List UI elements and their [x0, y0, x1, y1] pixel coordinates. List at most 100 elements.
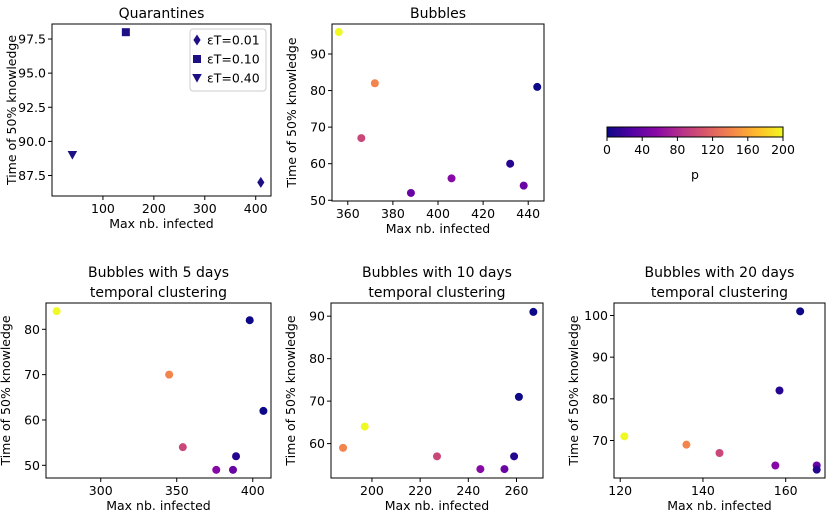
y-tick-label: 70	[310, 120, 326, 135]
chart-bubbles: 360 380 400 420 440 50 60 70 80 90 Max nb. infecte…	[284, 6, 545, 236]
data-point	[178, 443, 187, 452]
x-tick-label: 380	[381, 206, 405, 221]
x-tick-label: 260	[505, 483, 529, 498]
y-axis-label: Time of 50% knowledge	[284, 37, 299, 188]
x-tick-label: 220	[408, 483, 432, 498]
data-point	[506, 159, 515, 168]
x-tick-label: 200	[360, 483, 384, 498]
x-axis-label: Max nb. infected	[109, 216, 214, 231]
data-point	[232, 452, 241, 461]
y-tick-label: 80	[592, 391, 608, 406]
x-tick-label: 240	[456, 483, 480, 498]
data-point	[812, 465, 821, 474]
y-tick-label: 97.5	[18, 32, 46, 47]
diamond-icon	[193, 34, 201, 46]
data-point	[334, 28, 343, 37]
colorbar-tick-label: 80	[669, 142, 685, 157]
data-point	[370, 79, 379, 88]
x-axis-label: Max nb. infected	[667, 498, 772, 513]
x-tick-label: 360	[336, 206, 360, 221]
x-tick-label: 200	[142, 201, 166, 216]
legend: εT=0.01 εT=0.10 εT=0.40	[189, 28, 267, 92]
data-point	[406, 188, 415, 197]
y-tick-label: 80	[310, 83, 326, 98]
chart-title: Bubbles with 20 days	[645, 265, 795, 281]
y-tick-label: 100	[584, 308, 608, 323]
data-point	[775, 386, 784, 395]
colorbar-tick-label: 200	[771, 142, 795, 157]
x-tick-label: 300	[89, 483, 113, 498]
data-point	[476, 465, 485, 474]
plot-frame	[45, 302, 272, 479]
y-tick-label: 95.0	[18, 66, 46, 81]
y-tick-label: 50	[310, 193, 326, 208]
data-point	[533, 82, 542, 91]
y-tick-label: 70	[309, 394, 325, 409]
y-axis-label: Time of 50% knowledge	[4, 35, 19, 186]
data-point	[245, 316, 254, 325]
chart-title: temporal clustering	[368, 285, 505, 301]
colorbar-tick-label: 40	[634, 142, 650, 157]
chart-title: Bubbles with 10 days	[362, 265, 512, 281]
chart-bubbles-5d: 300 350 400 50 60 70 80 Max nb. infected Time of…	[0, 265, 272, 513]
y-tick-label: 60	[309, 436, 325, 451]
plot-frame	[613, 302, 826, 479]
y-tick-label: 70	[592, 433, 608, 448]
data-point	[228, 465, 237, 474]
chart-bubbles-20d: 120 140 160 70 80 90 100 Max nb. infected Time o…	[566, 265, 826, 513]
legend-item: εT=0.01	[193, 33, 260, 48]
colorbar-tick-label: 120	[701, 142, 725, 157]
legend-label: εT=0.10	[207, 52, 260, 67]
y-tick-label: 60	[310, 156, 326, 171]
y-axis-label: Time of 50% knowledge	[566, 315, 581, 466]
x-tick-label: 160	[774, 483, 798, 498]
y-tick-label: 80	[309, 351, 325, 366]
plot-frame	[330, 302, 544, 479]
data-point	[357, 134, 366, 143]
data-point	[447, 174, 456, 183]
data-point	[257, 176, 265, 188]
data-point	[771, 461, 780, 470]
data-point	[796, 307, 805, 316]
x-tick-label: 440	[516, 206, 540, 221]
chart-title: Quarantines	[119, 6, 205, 22]
data-point	[360, 422, 369, 431]
data-point	[121, 28, 130, 37]
y-tick-label: 70	[24, 367, 40, 382]
colorbar-tick-label: 0	[603, 142, 611, 157]
data-point	[715, 449, 724, 457]
legend-item: εT=0.10	[193, 52, 260, 67]
plot-frame	[51, 23, 272, 197]
colorbar-label: p	[691, 167, 699, 182]
chart-bubbles-10d: 200 220 240 260 60 70 80 90 Max nb. infected Time…	[283, 265, 544, 513]
y-tick-label: 87.5	[18, 168, 46, 183]
data-point	[519, 181, 528, 190]
x-tick-label: 300	[193, 201, 217, 216]
data-point	[682, 440, 691, 449]
x-axis-label: Max nb. infected	[386, 221, 491, 236]
plot-frame	[331, 23, 545, 202]
y-tick-label: 90	[592, 350, 608, 365]
legend-label: εT=0.40	[207, 71, 260, 86]
y-tick-label: 80	[24, 322, 40, 337]
x-tick-label: 350	[165, 483, 189, 498]
square-icon	[193, 55, 201, 63]
data-point	[620, 432, 629, 441]
chart-title: Bubbles with 5 days	[88, 265, 229, 281]
colorbar: 0 40 80 120 160 200 p	[603, 126, 795, 182]
data-point	[514, 392, 523, 401]
data-point	[510, 452, 519, 461]
y-tick-label: 90	[310, 46, 326, 61]
chart-quarantines: 100 200 300 400 87.5 90.0 92.5 95.0 97.5 Max nb. …	[4, 6, 272, 231]
data-point	[212, 465, 221, 474]
x-tick-label: 100	[91, 201, 115, 216]
x-tick-label: 140	[691, 483, 715, 498]
legend-label: εT=0.01	[207, 33, 260, 48]
data-point	[500, 465, 509, 474]
data-point	[339, 443, 348, 452]
x-tick-label: 400	[244, 201, 268, 216]
legend-box	[189, 28, 267, 92]
chart-title: temporal clustering	[90, 285, 227, 301]
data-point	[529, 307, 538, 316]
x-tick-label: 120	[608, 483, 632, 498]
